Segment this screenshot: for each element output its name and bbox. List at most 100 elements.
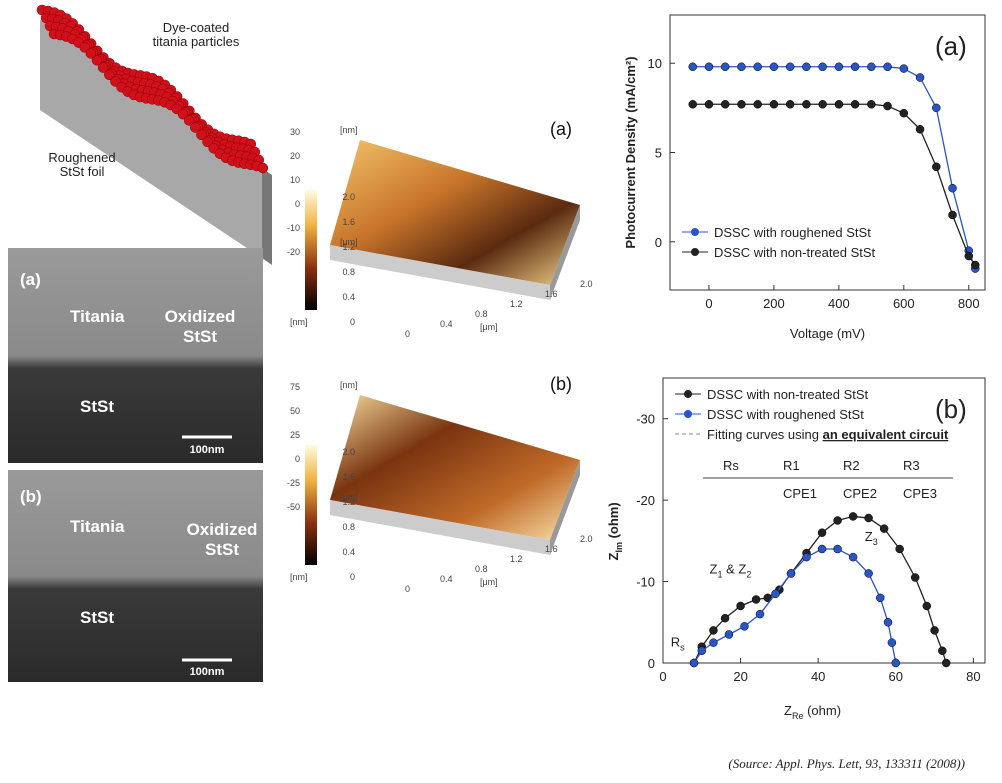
annotation-part: s: [680, 643, 685, 653]
tem-label: Titania: [70, 307, 125, 326]
data-point: [971, 260, 980, 270]
x-tick-label: 600: [893, 296, 915, 311]
circuit-label: R3: [903, 458, 920, 473]
data-point: [785, 62, 795, 72]
legend-marker: [691, 228, 699, 236]
data-point: [883, 62, 892, 72]
data-point: [922, 601, 932, 611]
x-tick-label: 20: [733, 669, 747, 684]
legend-marker: [684, 410, 692, 418]
annotation-part: 1: [718, 569, 723, 579]
series-line: [693, 515, 947, 664]
annotation-part: Z: [710, 561, 718, 576]
particle: [91, 55, 103, 66]
annotation: Z3: [865, 529, 878, 547]
foil-side: [40, 20, 262, 258]
circuit-label: Rs: [723, 458, 739, 473]
data-point: [737, 62, 746, 72]
circuit-label: R2: [843, 458, 860, 473]
panel-label: (a): [20, 270, 41, 289]
y-tick-label: 10: [648, 56, 662, 71]
data-point: [817, 528, 827, 537]
colorbar-tick: 0: [295, 199, 300, 209]
afm-axis-tick: 1.6: [342, 472, 355, 482]
y-axis-label-part: Im: [614, 542, 624, 553]
y-tick-label: 5: [655, 146, 662, 161]
y-tick-label: 0: [655, 235, 662, 250]
data-point: [891, 658, 901, 668]
colorbar-unit: [nm]: [290, 317, 308, 327]
afm-axis-unit: [μm]: [340, 237, 358, 247]
afm-axis-tick: 0: [350, 317, 355, 327]
foil-edge: [262, 168, 272, 265]
data-point: [964, 251, 974, 261]
tem-image: [8, 248, 263, 463]
data-point: [751, 595, 761, 604]
legend-part: an equivalent circuit: [823, 427, 949, 442]
afm-axis-unit: [μm]: [340, 492, 358, 502]
data-point: [899, 64, 909, 73]
data-point: [879, 524, 889, 533]
data-point: [688, 62, 697, 72]
afm-surface: [330, 395, 580, 540]
colorbar-tick: 10: [290, 175, 300, 185]
particle: [85, 48, 97, 59]
y-tick-label: -10: [636, 575, 655, 590]
data-point: [915, 125, 925, 134]
afm-axis-tick: 1.2: [342, 242, 355, 252]
y-axis-label: ZIm (ohm): [606, 502, 624, 560]
afm-side: [550, 205, 580, 300]
afm-axis-tick: 0: [405, 329, 410, 339]
data-point: [850, 100, 860, 109]
data-point: [704, 62, 714, 72]
colorbar-tick: 50: [290, 406, 300, 416]
afm-axis-tick: 2.0: [342, 192, 355, 202]
x-tick-label: 40: [811, 669, 825, 684]
afm-axis-tick: 0.8: [475, 309, 488, 319]
afm-axis-tick: 2.0: [580, 279, 593, 289]
afm-axis-tick: 0: [405, 584, 410, 594]
y-tick-label: -20: [636, 493, 655, 508]
colorbar-tick: -50: [287, 502, 300, 512]
data-point: [834, 100, 844, 109]
data-point: [932, 103, 941, 113]
y-axis-label-part: Z: [606, 553, 621, 561]
afm-axis-unit: [μm]: [480, 577, 498, 587]
annotation-part: 3: [873, 537, 878, 547]
circuit-label: CPE3: [903, 486, 937, 501]
data-point: [755, 609, 765, 619]
data-point: [941, 658, 951, 668]
afm-axis-tick: 0.8: [342, 522, 355, 532]
data-point: [802, 62, 811, 72]
data-point: [697, 646, 707, 656]
circuit-label: CPE2: [843, 486, 877, 501]
legend-label: DSSC with roughened StSt: [707, 407, 864, 422]
data-point: [709, 626, 718, 635]
data-point: [753, 62, 762, 72]
data-point: [704, 100, 714, 109]
x-axis-label-part: (ohm): [803, 703, 841, 718]
y-tick-label: -30: [636, 412, 655, 427]
data-point: [771, 589, 780, 599]
colorbar: [305, 190, 317, 310]
tem-panel: (a) Titania Oxidized StSt StSt 100nm: [8, 248, 263, 463]
particle: [202, 136, 213, 148]
data-point: [864, 513, 873, 523]
annotation-part: Z: [865, 529, 873, 544]
scale-label: 100nm: [190, 666, 225, 678]
data-point: [720, 613, 730, 623]
afm-axis-tick: 0.4: [440, 574, 453, 584]
particle: [196, 129, 207, 141]
x-axis-label: ZRe (ohm): [784, 703, 841, 721]
afm-axis-tick: 1.2: [510, 554, 523, 564]
data-point: [876, 593, 885, 603]
data-point: [930, 626, 939, 635]
circuit-label: R1: [783, 458, 800, 473]
particle: [104, 69, 115, 81]
data-point: [833, 544, 842, 554]
data-point: [867, 62, 876, 72]
colorbar-tick: -20: [287, 247, 300, 257]
circuit-label: CPE1: [783, 486, 817, 501]
x-tick-label: 80: [966, 669, 980, 684]
colorbar: [305, 445, 317, 565]
